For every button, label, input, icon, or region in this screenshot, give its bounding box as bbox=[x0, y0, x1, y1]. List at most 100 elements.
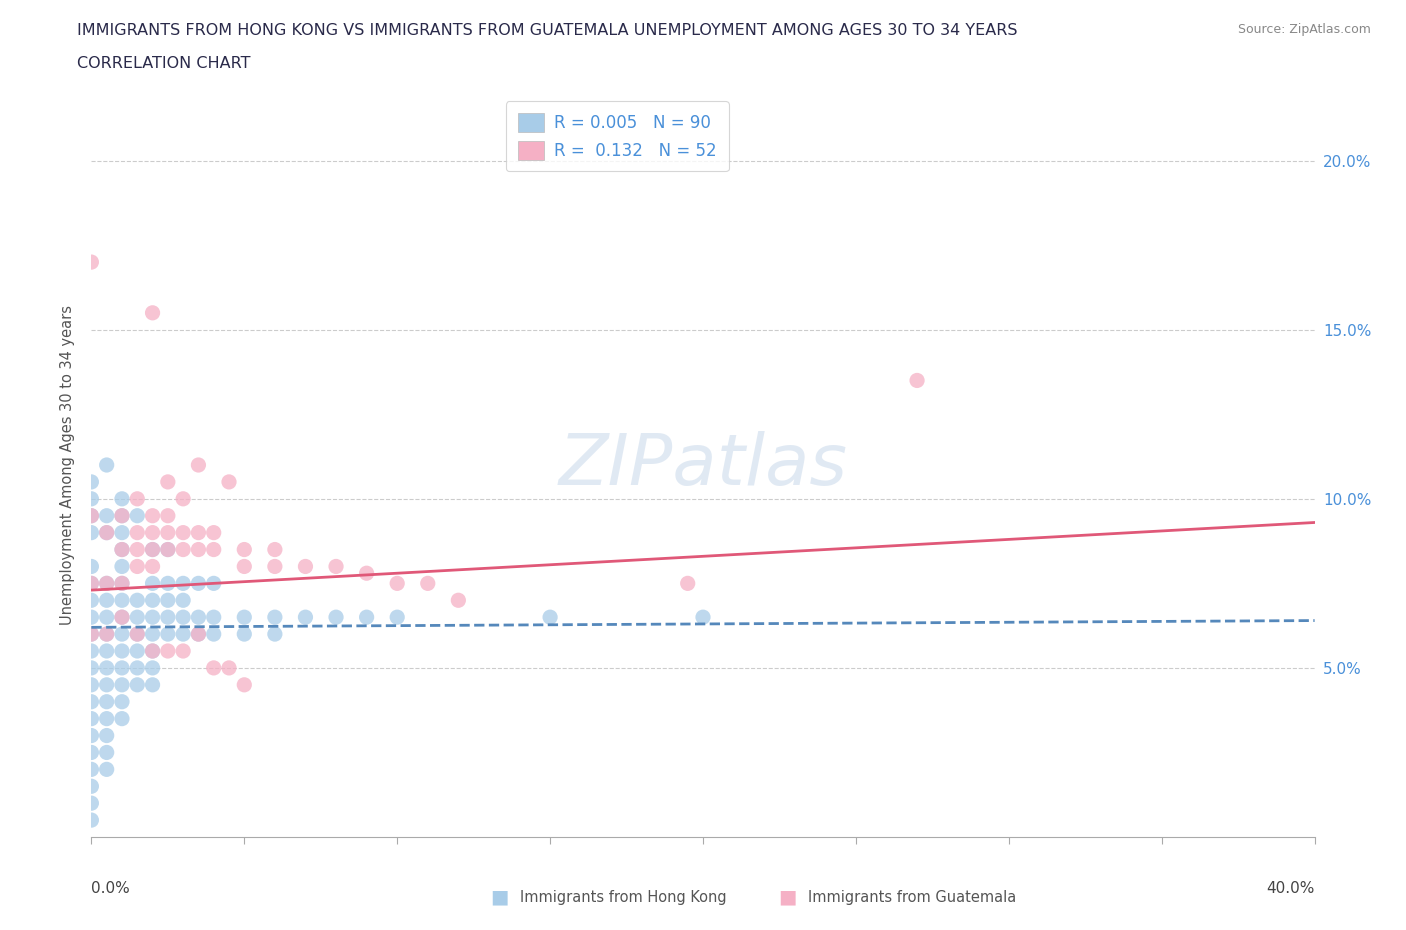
Text: 0.0%: 0.0% bbox=[91, 881, 131, 896]
Point bbox=[141, 644, 163, 658]
Point bbox=[187, 576, 209, 591]
Point bbox=[202, 610, 225, 625]
Point bbox=[156, 542, 179, 557]
Point bbox=[127, 644, 149, 658]
Point bbox=[111, 542, 134, 557]
Point bbox=[111, 677, 134, 692]
Point bbox=[172, 627, 194, 642]
Point bbox=[96, 644, 118, 658]
Point bbox=[218, 474, 240, 489]
Point bbox=[96, 627, 118, 642]
Point bbox=[111, 525, 134, 540]
Point bbox=[80, 627, 103, 642]
Point bbox=[127, 491, 149, 506]
Point bbox=[80, 509, 103, 524]
Point bbox=[96, 677, 118, 692]
Point bbox=[905, 373, 928, 388]
Point bbox=[264, 610, 287, 625]
Point bbox=[141, 525, 163, 540]
Point bbox=[141, 542, 163, 557]
Point bbox=[141, 644, 163, 658]
Point bbox=[127, 627, 149, 642]
Point bbox=[187, 610, 209, 625]
Point bbox=[187, 627, 209, 642]
Point bbox=[127, 610, 149, 625]
Point bbox=[692, 610, 714, 625]
Point bbox=[80, 491, 103, 506]
Point bbox=[127, 509, 149, 524]
Point bbox=[202, 576, 225, 591]
Point bbox=[294, 559, 316, 574]
Point bbox=[96, 592, 118, 607]
Point bbox=[156, 509, 179, 524]
Point bbox=[172, 576, 194, 591]
Point bbox=[416, 576, 439, 591]
Point bbox=[96, 458, 118, 472]
Point bbox=[676, 576, 699, 591]
Point bbox=[127, 660, 149, 675]
Point bbox=[325, 559, 347, 574]
Point bbox=[385, 610, 409, 625]
Point bbox=[264, 542, 287, 557]
Point bbox=[172, 610, 194, 625]
Text: ZIPatlas: ZIPatlas bbox=[558, 431, 848, 499]
Point bbox=[111, 559, 134, 574]
Point bbox=[538, 610, 561, 625]
Point bbox=[80, 660, 103, 675]
Point bbox=[356, 610, 378, 625]
Point bbox=[233, 627, 256, 642]
Point bbox=[385, 576, 409, 591]
Point bbox=[141, 660, 163, 675]
Point bbox=[111, 592, 134, 607]
Point bbox=[172, 542, 194, 557]
Point bbox=[96, 576, 118, 591]
Point bbox=[96, 728, 118, 743]
Point bbox=[233, 677, 256, 692]
Point bbox=[141, 677, 163, 692]
Point bbox=[202, 542, 225, 557]
Point bbox=[156, 592, 179, 607]
Point bbox=[80, 677, 103, 692]
Text: Source: ZipAtlas.com: Source: ZipAtlas.com bbox=[1237, 23, 1371, 36]
Point bbox=[233, 559, 256, 574]
Point bbox=[172, 644, 194, 658]
Point bbox=[80, 576, 103, 591]
Point bbox=[80, 509, 103, 524]
Point bbox=[187, 627, 209, 642]
Point bbox=[141, 509, 163, 524]
Point bbox=[141, 559, 163, 574]
Text: CORRELATION CHART: CORRELATION CHART bbox=[77, 56, 250, 71]
Point bbox=[156, 525, 179, 540]
Point bbox=[156, 576, 179, 591]
Point bbox=[111, 610, 134, 625]
Point bbox=[218, 660, 240, 675]
Point bbox=[80, 627, 103, 642]
Point bbox=[96, 762, 118, 777]
Point bbox=[111, 491, 134, 506]
Point bbox=[111, 509, 134, 524]
Point bbox=[264, 627, 287, 642]
Point bbox=[141, 610, 163, 625]
Point bbox=[156, 644, 179, 658]
Point bbox=[127, 559, 149, 574]
Point bbox=[127, 592, 149, 607]
Point bbox=[96, 711, 118, 726]
Point bbox=[80, 796, 103, 811]
Point bbox=[80, 474, 103, 489]
Point bbox=[96, 525, 118, 540]
Point bbox=[111, 660, 134, 675]
Point bbox=[156, 610, 179, 625]
Point bbox=[127, 627, 149, 642]
Text: IMMIGRANTS FROM HONG KONG VS IMMIGRANTS FROM GUATEMALA UNEMPLOYMENT AMONG AGES 3: IMMIGRANTS FROM HONG KONG VS IMMIGRANTS … bbox=[77, 23, 1018, 38]
Text: ■: ■ bbox=[489, 888, 509, 907]
Text: 40.0%: 40.0% bbox=[1267, 881, 1315, 896]
Point bbox=[80, 610, 103, 625]
Text: ■: ■ bbox=[778, 888, 797, 907]
Point bbox=[202, 525, 225, 540]
Point bbox=[187, 458, 209, 472]
Point bbox=[141, 592, 163, 607]
Point bbox=[356, 565, 378, 580]
Point bbox=[172, 592, 194, 607]
Point bbox=[80, 576, 103, 591]
Point bbox=[141, 627, 163, 642]
